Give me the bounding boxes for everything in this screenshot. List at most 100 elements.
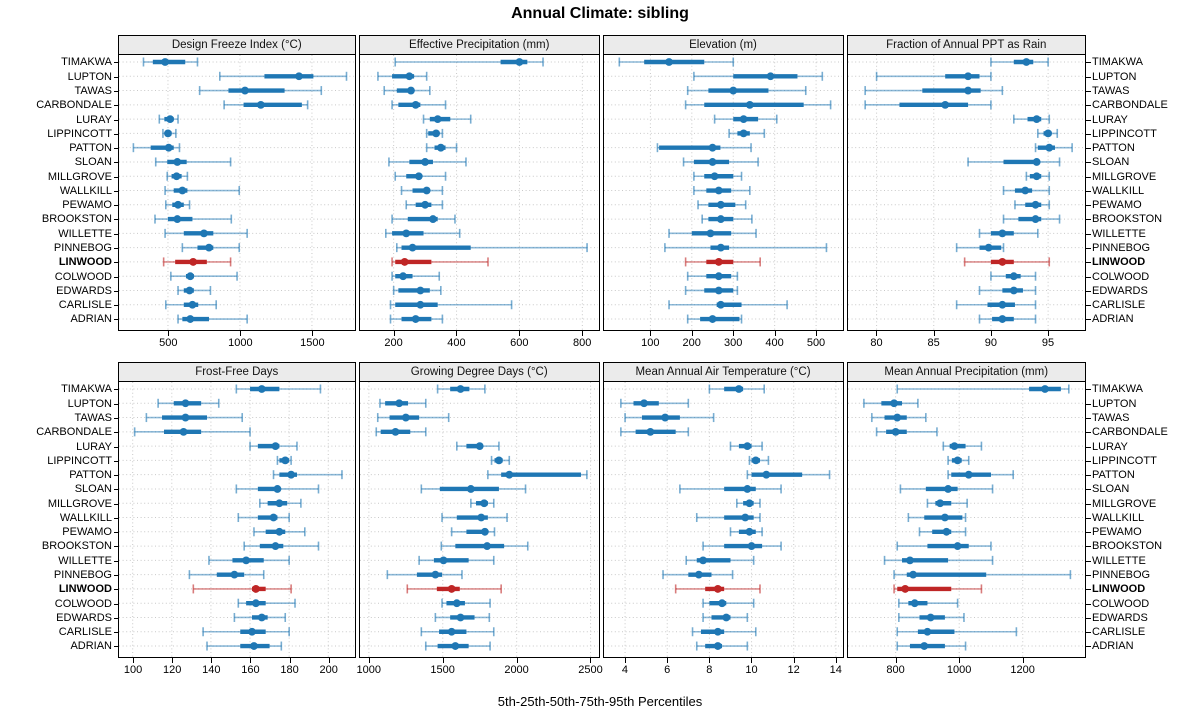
y-tick	[113, 589, 118, 591]
site-label-left-carbondale: CARBONDALE	[36, 99, 112, 112]
median-dot	[714, 186, 723, 195]
site-label-right-wallkill: WALLKILL	[1092, 184, 1145, 197]
percentile-row-pewamo-elevation-m	[696, 200, 746, 210]
percentile-row-willette-design-freeze-index-c	[164, 228, 248, 238]
site-label-left-carlisle: CARLISLE	[58, 299, 112, 312]
median-dot	[950, 442, 958, 451]
percentile-row-brookston-frost-free-days	[243, 541, 320, 551]
median-dot	[734, 385, 743, 393]
median-dot	[742, 442, 751, 451]
x-tick-label: 300	[723, 337, 743, 349]
median-dot	[480, 527, 489, 536]
median-dot	[892, 413, 901, 422]
y-tick	[113, 460, 118, 462]
percentile-row-lupton-design-freeze-index-c	[218, 71, 348, 81]
percentile-row-edwards-frost-free-days	[233, 612, 287, 622]
percentile-row-luray-fraction-of-annual-ppt-as-rain	[1012, 114, 1050, 124]
median-dot	[714, 272, 723, 281]
x-tick-label: 14	[829, 664, 842, 676]
site-label-left-adrian: ADRIAN	[70, 640, 112, 653]
panel-plot-fraction-of-annual-ppt-as-rain	[847, 55, 1086, 336]
panel-svg	[847, 382, 1085, 658]
site-label-left-millgrove: MILLGROVE	[47, 497, 112, 510]
median-dot	[178, 186, 187, 195]
percentile-row-patton-mean-annual-air-temperature-c	[746, 470, 830, 480]
percentile-row-linwood-mean-annual-air-temperature-c	[674, 584, 761, 594]
median-dot	[252, 585, 260, 593]
x-tick	[368, 658, 370, 663]
site-label-left-pinnebog: PINNEBOG	[53, 242, 112, 255]
y-tick	[113, 503, 118, 505]
site-label-right-luray: LURAY	[1092, 113, 1128, 126]
median-dot	[166, 115, 175, 124]
panel-plot-design-freeze-index-c	[119, 55, 355, 336]
site-label-right-wallkill: WALLKILL	[1092, 511, 1145, 524]
percentile-row-edwards-fraction-of-annual-ppt-as-rain	[978, 285, 1036, 295]
panel-strip-effective-precipitation-mm: Effective Precipitation (mm)	[359, 36, 599, 55]
site-label-right-carlisle: CARLISLE	[1092, 626, 1146, 639]
percentile-row-carlisle-effective-precipitation-mm	[389, 300, 512, 310]
site-label-left-pewamo: PEWAMO	[62, 199, 112, 212]
y-tick	[113, 190, 118, 192]
percentile-row-pinnebog-fraction-of-annual-ppt-as-rain	[955, 243, 1004, 253]
y-tick	[113, 205, 118, 207]
site-label-right-linwood: LINWOOD	[1092, 256, 1146, 269]
median-dot	[430, 570, 439, 579]
median-dot	[935, 499, 944, 508]
site-label-left-wallkill: WALLKILL	[59, 511, 112, 524]
x-tick-label: 400	[447, 337, 466, 349]
x-tick	[1048, 331, 1049, 336]
x-tick-label: 1000	[228, 337, 253, 349]
percentile-row-pinnebog-effective-precipitation-mm	[395, 243, 588, 253]
site-label-right-timakwa: TIMAKWA	[1092, 56, 1143, 69]
median-dot	[721, 613, 730, 622]
percentile-row-timakwa-elevation-m	[618, 57, 734, 67]
percentile-row-willette-frost-free-days	[208, 555, 290, 565]
panel-growing-degree-days-c: Growing Degree Days (°C)	[358, 362, 600, 658]
median-dot	[439, 556, 447, 565]
percentile-row-colwood-mean-annual-air-temperature-c	[701, 598, 754, 608]
percentile-row-lupton-fraction-of-annual-ppt-as-rain	[875, 71, 992, 81]
median-dot	[408, 243, 416, 252]
median-dot	[400, 258, 409, 266]
x-tick-label: 800	[886, 664, 905, 676]
site-label-left-timakwa: TIMAKWA	[61, 383, 112, 396]
percentile-row-colwood-design-freeze-index-c	[170, 271, 238, 281]
percentile-row-adrian-fraction-of-annual-ppt-as-rain	[978, 314, 1036, 324]
site-label-left-lippincott: LIPPINCOTT	[47, 127, 112, 140]
x-tick-label: 180	[280, 664, 299, 676]
y-tick	[113, 219, 118, 221]
median-dot	[716, 243, 725, 252]
percentile-row-edwards-mean-annual-precipitation-mm	[897, 612, 965, 622]
median-dot	[713, 585, 722, 593]
percentile-row-linwood-fraction-of-annual-ppt-as-rain	[963, 257, 1050, 267]
percentile-row-carlisle-frost-free-days	[202, 627, 290, 637]
median-dot	[188, 300, 197, 309]
site-label-right-willette: WILLETTE	[1092, 227, 1146, 240]
median-dot	[1031, 215, 1039, 223]
percentile-row-linwood-effective-precipitation-mm	[390, 257, 489, 267]
x-tick-label: 2500	[578, 664, 603, 676]
percentile-row-patton-fraction-of-annual-ppt-as-rain	[1034, 143, 1073, 153]
site-label-left-sloan: SLOAN	[74, 156, 112, 169]
x-tick-label: 85	[927, 337, 940, 349]
percentile-row-colwood-fraction-of-annual-ppt-as-rain	[989, 271, 1036, 281]
median-dot	[456, 613, 464, 622]
median-dot	[1020, 186, 1029, 195]
median-dot	[1009, 272, 1018, 281]
percentile-row-timakwa-fraction-of-annual-ppt-as-rain	[989, 57, 1049, 67]
site-label-right-lippincott: LIPPINCOTT	[1092, 454, 1157, 467]
y-tick	[1086, 205, 1091, 207]
chart-title: Annual Climate: sibling	[511, 5, 689, 22]
median-dot	[248, 627, 256, 636]
y-tick	[113, 389, 118, 391]
x-tick-label: 1000	[356, 664, 382, 676]
median-dot	[745, 527, 753, 536]
median-dot	[411, 315, 420, 323]
y-tick	[1086, 489, 1091, 491]
x-tick	[876, 331, 878, 336]
x-tick-label: 2000	[504, 664, 529, 676]
median-dot	[713, 642, 722, 650]
median-dot	[1032, 115, 1041, 124]
percentile-row-luray-mean-annual-precipitation-mm	[942, 441, 982, 451]
